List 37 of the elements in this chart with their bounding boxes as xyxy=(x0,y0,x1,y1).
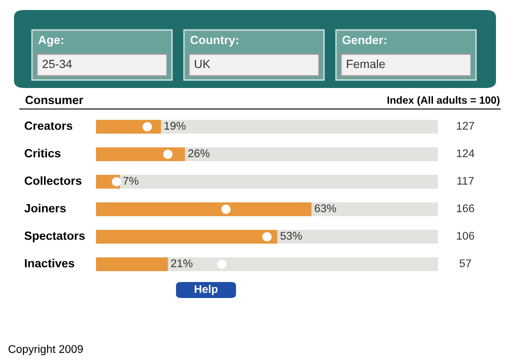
point xyxy=(163,150,172,159)
point xyxy=(112,177,122,186)
text: Female xyxy=(346,60,385,68)
y-tick-label: Creators xyxy=(24,122,72,130)
text: 124 xyxy=(456,149,474,158)
point xyxy=(217,260,227,269)
point xyxy=(262,232,272,242)
text: 166 xyxy=(456,204,474,212)
text: Country: xyxy=(190,36,238,46)
y-tick-label: Inactives xyxy=(24,258,74,268)
point xyxy=(142,122,152,132)
text: Age: xyxy=(38,36,64,46)
data-label: 19% xyxy=(164,122,186,130)
y-tick-label: Spectators xyxy=(24,232,85,242)
data-label: 53% xyxy=(280,232,302,240)
data-label: 63% xyxy=(314,204,336,212)
bar xyxy=(96,120,161,134)
y-tick-label: Critics xyxy=(24,148,60,158)
text: 117 xyxy=(457,176,474,185)
bar xyxy=(96,257,168,272)
text: 127 xyxy=(456,122,474,130)
y-tick-label: Collectors xyxy=(24,176,82,185)
y2-axis-title: Index (All adults = 100) xyxy=(388,96,500,106)
text: 25-34 xyxy=(42,60,72,68)
y-tick-label: Joiners xyxy=(24,204,66,212)
text: 57 xyxy=(460,259,471,268)
bar xyxy=(96,147,185,162)
text: 106 xyxy=(456,232,474,240)
text: Copyright 2009 xyxy=(8,344,83,356)
point xyxy=(221,204,231,214)
text: Gender: xyxy=(342,36,386,44)
data-label: 21% xyxy=(171,259,192,268)
data-label: 26% xyxy=(188,149,210,158)
y-axis-title: Consumer xyxy=(25,96,84,104)
text: Help xyxy=(194,284,218,296)
data-label: 7% xyxy=(123,176,138,185)
text: UK xyxy=(194,60,210,68)
